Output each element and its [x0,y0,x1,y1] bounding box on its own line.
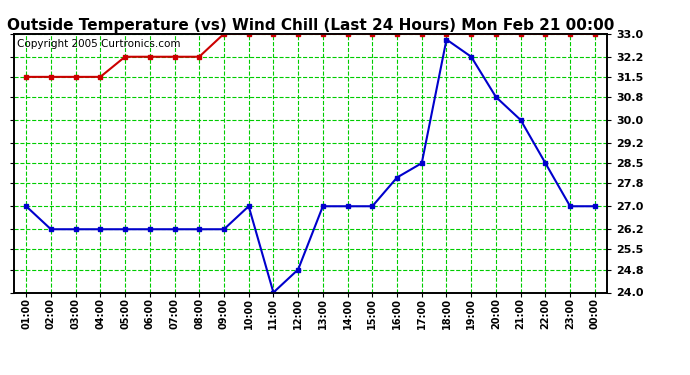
Text: Copyright 2005 Curtronics.com: Copyright 2005 Curtronics.com [17,39,180,49]
Title: Outside Temperature (vs) Wind Chill (Last 24 Hours) Mon Feb 21 00:00: Outside Temperature (vs) Wind Chill (Las… [7,18,614,33]
